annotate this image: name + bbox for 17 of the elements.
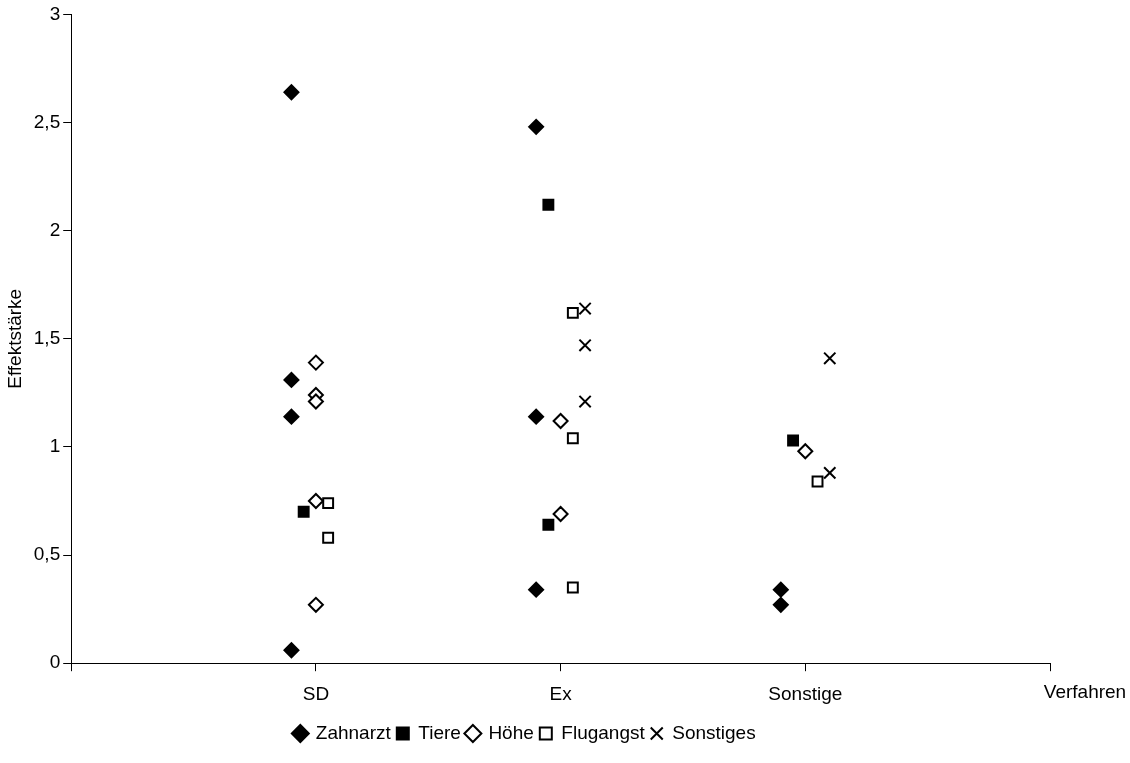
y-tick-label: 1 [49, 435, 61, 457]
legend-label: Flugangst [561, 721, 646, 743]
legend-label: Tiere [418, 721, 461, 743]
x-tick-label: Sonstige [768, 682, 843, 704]
x-tick-label: Ex [549, 682, 573, 704]
y-tick-label: 1,5 [33, 327, 61, 349]
x-tick-label: SD [302, 682, 330, 704]
y-tick-label: 2 [49, 218, 61, 240]
legend-label: Sonstiges [672, 721, 756, 743]
y-tick-label: 2,5 [33, 110, 61, 132]
y-tick-label: 0,5 [33, 543, 61, 565]
legend-label: Zahnarzt [315, 721, 392, 743]
x-axis-title: Verfahren [1043, 680, 1127, 702]
y-tick-label: 0 [49, 651, 61, 673]
y-tick-label: 3 [49, 2, 61, 24]
legend-label: Höhe [488, 721, 534, 743]
y-axis-title: Effektstärke [3, 288, 25, 389]
